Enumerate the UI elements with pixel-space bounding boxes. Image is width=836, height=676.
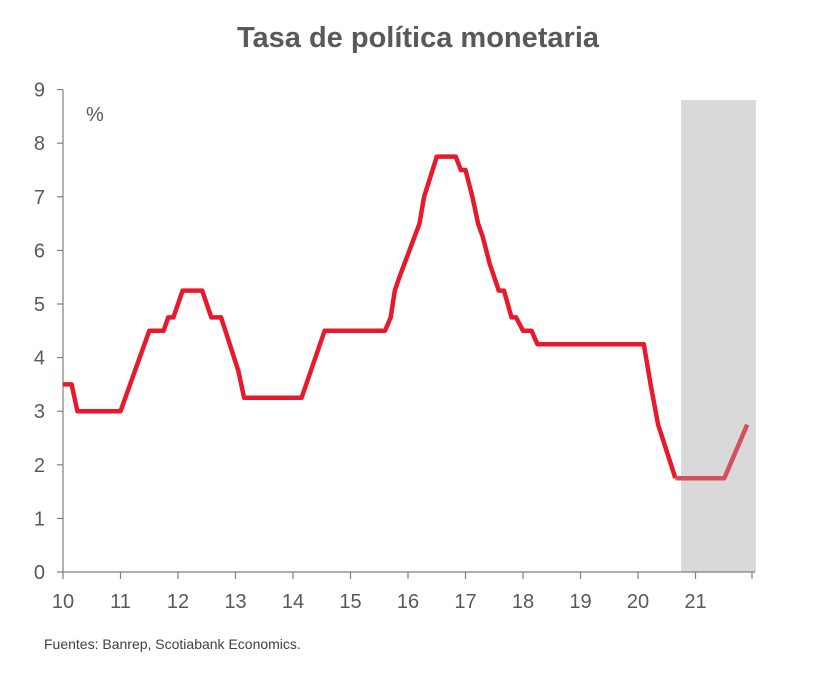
x-tick-label: 11 [110, 591, 131, 613]
x-tick-label: 19 [569, 591, 591, 613]
source-note: Fuentes: Banrep, Scotiabank Economics. [44, 636, 301, 652]
forecast-region [681, 100, 756, 572]
chart-title: Tasa de política monetaria [236, 22, 600, 54]
x-tick-label: 18 [512, 591, 534, 613]
forecast-line [675, 423, 750, 481]
series-layer [63, 154, 750, 481]
y-tick-label: 1 [34, 508, 45, 530]
x-tick-label: 15 [339, 591, 361, 613]
y-tick-label: 0 [34, 562, 45, 584]
forecast-shade-layer [681, 100, 756, 572]
y-tick-label: 9 [34, 80, 45, 102]
x-tick-label: 17 [454, 591, 476, 613]
y-tick-label: 5 [34, 294, 45, 316]
x-tick-label: 12 [167, 591, 189, 613]
y-tick-label: 4 [34, 348, 45, 370]
x-tick-label: 10 [52, 591, 74, 613]
y-tick-label: 3 [34, 401, 45, 423]
y-tick-label: 8 [34, 133, 45, 155]
x-tick-label: 21 [684, 591, 706, 613]
y-tick-label: 7 [34, 187, 45, 209]
policy-rate-line [63, 154, 678, 479]
y-unit-label: % [86, 104, 104, 126]
x-tick-label: 14 [282, 591, 304, 613]
x-tick-label: 13 [224, 591, 246, 613]
y-tick-label: 6 [34, 240, 45, 262]
y-tick-label: 2 [34, 455, 45, 477]
x-tick-label: 16 [397, 591, 419, 613]
x-tick-label: 20 [627, 591, 649, 613]
